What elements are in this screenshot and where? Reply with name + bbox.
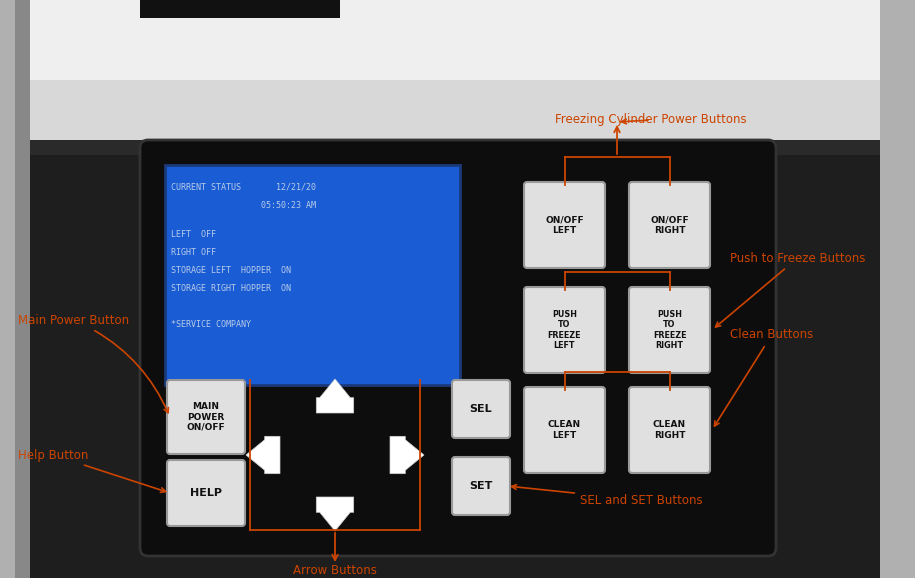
Bar: [165, 165, 460, 385]
Bar: [0, 155, 915, 578]
Text: HELP: HELP: [190, 488, 222, 498]
Text: CLEAN
LEFT: CLEAN LEFT: [548, 420, 581, 440]
Text: CURRENT STATUS       12/21/20: CURRENT STATUS 12/21/20: [171, 183, 316, 192]
Polygon shape: [317, 379, 354, 413]
FancyBboxPatch shape: [629, 387, 710, 473]
Text: SEL and SET Buttons: SEL and SET Buttons: [511, 484, 703, 506]
Text: Push to Freeze Buttons: Push to Freeze Buttons: [716, 251, 866, 327]
FancyBboxPatch shape: [452, 457, 510, 515]
FancyBboxPatch shape: [167, 460, 245, 526]
Bar: [0, 0, 15, 578]
Bar: [0, 0, 915, 155]
Text: Clean Buttons: Clean Buttons: [715, 328, 813, 426]
FancyBboxPatch shape: [524, 387, 605, 473]
Polygon shape: [390, 436, 424, 474]
Bar: [880, 0, 915, 578]
Text: ON/OFF
RIGHT: ON/OFF RIGHT: [651, 215, 689, 235]
Bar: [0, 0, 915, 80]
FancyBboxPatch shape: [629, 287, 710, 373]
Text: Help Button: Help Button: [18, 449, 166, 492]
Text: STORAGE LEFT  HOPPER  ON: STORAGE LEFT HOPPER ON: [171, 266, 291, 275]
Text: ON/OFF
LEFT: ON/OFF LEFT: [545, 215, 584, 235]
Bar: [0, 140, 915, 155]
FancyBboxPatch shape: [167, 380, 245, 454]
Text: STORAGE RIGHT HOPPER  ON: STORAGE RIGHT HOPPER ON: [171, 284, 291, 293]
Text: Arrow Buttons: Arrow Buttons: [293, 564, 377, 577]
Polygon shape: [246, 436, 280, 474]
Text: SET: SET: [469, 481, 492, 491]
Text: 05:50:23 AM: 05:50:23 AM: [171, 201, 316, 210]
Bar: [0, 0, 30, 578]
FancyBboxPatch shape: [524, 182, 605, 268]
Text: PUSH
TO
FREEZE
LEFT: PUSH TO FREEZE LEFT: [548, 310, 581, 350]
FancyBboxPatch shape: [524, 287, 605, 373]
Text: MAIN
POWER
ON/OFF: MAIN POWER ON/OFF: [187, 402, 225, 432]
Polygon shape: [317, 497, 354, 531]
Text: CLEAN
RIGHT: CLEAN RIGHT: [653, 420, 686, 440]
FancyBboxPatch shape: [452, 380, 510, 438]
Text: Freezing Cylinder Power Buttons: Freezing Cylinder Power Buttons: [555, 113, 747, 127]
Text: Main Power Button: Main Power Button: [18, 313, 168, 413]
Bar: [140, 0, 340, 18]
Text: LEFT  OFF: LEFT OFF: [171, 230, 216, 239]
FancyBboxPatch shape: [629, 182, 710, 268]
Text: PUSH
TO
FREEZE
RIGHT: PUSH TO FREEZE RIGHT: [652, 310, 686, 350]
Text: RIGHT OFF: RIGHT OFF: [171, 248, 216, 257]
FancyBboxPatch shape: [140, 140, 776, 556]
Text: *SERVICE COMPANY: *SERVICE COMPANY: [171, 320, 251, 329]
Text: SEL: SEL: [469, 404, 492, 414]
